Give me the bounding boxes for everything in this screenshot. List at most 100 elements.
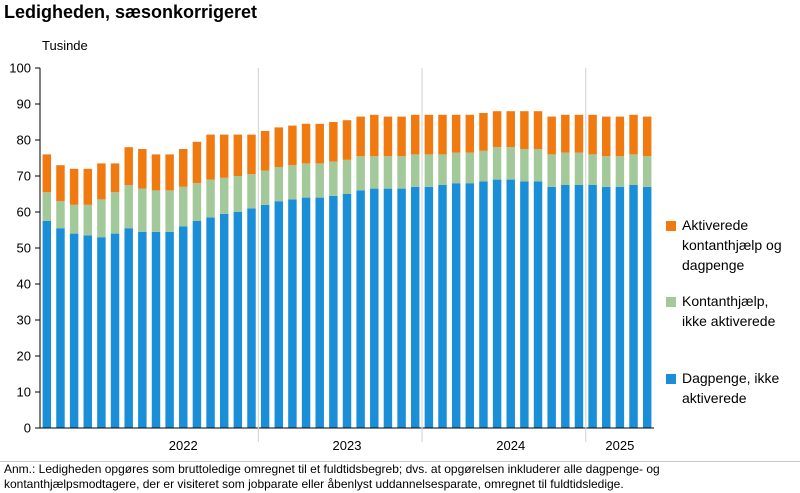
bar-segment-dagpenge (233, 212, 243, 428)
y-tick-label: 0 (24, 421, 31, 436)
bar-segment-aktiverede (247, 134, 256, 175)
bar-segment-dagpenge (574, 185, 584, 428)
bar-segment-kontanthjaelp (602, 156, 611, 187)
bar-segment-dagpenge (533, 181, 543, 428)
x-year-label: 2024 (496, 438, 525, 453)
bar-segment-dagpenge (56, 228, 65, 428)
bar-segment-dagpenge (383, 188, 393, 428)
bar-segment-aktiverede (56, 165, 65, 202)
bar-segment-dagpenge (629, 185, 638, 428)
bar-segment-dagpenge (451, 183, 461, 428)
bar-segment-aktiverede (206, 134, 215, 180)
bar-segment-kontanthjaelp (506, 147, 515, 180)
bar-segment-aktiverede (329, 122, 338, 162)
bar-segment-aktiverede (342, 120, 352, 160)
bar-segment-dagpenge (342, 194, 352, 428)
bar-segment-kontanthjaelp (615, 156, 625, 187)
x-axis-labels: 2022 2023 2024 2025 (169, 438, 635, 453)
bar-segment-aktiverede (260, 131, 270, 171)
bar-segment-aktiverede (301, 123, 311, 164)
y-tick-label: 70 (17, 169, 31, 184)
y-tick-label: 60 (17, 205, 31, 220)
bar-segment-kontanthjaelp (547, 154, 556, 187)
bar-segment-kontanthjaelp (642, 156, 652, 187)
bar-segment-aktiverede (138, 149, 147, 189)
bar-segment-dagpenge (602, 186, 611, 428)
bar-segment-aktiverede (165, 154, 174, 191)
bar-segment-dagpenge (410, 186, 420, 428)
bar-segment-dagpenge (110, 233, 120, 428)
bar-segment-kontanthjaelp (165, 190, 174, 232)
legend: Aktiverede kontanthjælp og dagpenge Kontant… (666, 217, 782, 406)
bar-segment-kontanthjaelp (492, 147, 502, 180)
bar-segment-aktiverede (547, 116, 556, 155)
bar-segment-aktiverede (574, 114, 584, 153)
y-tick-label: 100 (9, 61, 31, 76)
bar-segment-dagpenge (492, 179, 502, 428)
bar-segment-aktiverede (370, 114, 379, 157)
bar-segment-dagpenge (151, 231, 161, 428)
bar-segment-kontanthjaelp (42, 192, 52, 221)
bar-segment-kontanthjaelp (260, 170, 270, 205)
bar-segment-dagpenge (97, 237, 106, 428)
bar-segment-aktiverede (520, 111, 529, 149)
bar-segment-aktiverede (492, 111, 502, 148)
bar-segment-kontanthjaelp (97, 199, 106, 238)
bar-segment-dagpenge (260, 204, 270, 428)
bar-segment-kontanthjaelp (288, 165, 297, 200)
bar-segment-kontanthjaelp (301, 163, 311, 198)
legend-swatch (666, 297, 676, 307)
bar-segment-dagpenge (219, 213, 229, 428)
bar-segment-dagpenge (192, 221, 202, 428)
bar-segment-kontanthjaelp (561, 152, 570, 185)
bar-segment-dagpenge (588, 185, 597, 428)
bar-segment-aktiverede (69, 168, 79, 205)
bar-segment-dagpenge (465, 183, 475, 428)
bar-segment-aktiverede (179, 149, 188, 187)
bar-segment-dagpenge (301, 197, 311, 428)
bar-segment-dagpenge (561, 185, 570, 428)
bar-segment-aktiverede (151, 154, 161, 191)
bar-segment-aktiverede (192, 141, 202, 184)
bar-segment-dagpenge (506, 179, 515, 428)
bar-segment-kontanthjaelp (247, 174, 256, 209)
bar-segment-dagpenge (547, 186, 556, 428)
bar-segment-aktiverede (479, 113, 488, 151)
x-year-label: 2022 (169, 438, 198, 453)
bar-segment-aktiverede (233, 134, 243, 176)
bar-segment-kontanthjaelp (83, 204, 92, 236)
bar-segment-aktiverede (110, 163, 120, 193)
bar-segment-kontanthjaelp (138, 188, 147, 232)
y-tick-label: 80 (17, 133, 31, 148)
bar-segment-kontanthjaelp (233, 176, 243, 212)
bar-segment-kontanthjaelp (124, 185, 133, 229)
bar-segment-kontanthjaelp (397, 156, 406, 189)
bar-segment-aktiverede (97, 163, 106, 200)
bar-segment-kontanthjaelp (370, 156, 379, 189)
bar-segment-dagpenge (315, 197, 324, 428)
bar-segment-dagpenge (138, 231, 147, 428)
bar-segment-dagpenge (356, 190, 365, 428)
bar-segment-dagpenge (397, 188, 406, 428)
bar-segment-aktiverede (315, 123, 324, 164)
bar-segment-aktiverede (506, 111, 515, 148)
bar-segment-dagpenge (438, 185, 447, 428)
bar-segment-aktiverede (383, 116, 393, 157)
legend-swatch (666, 374, 676, 384)
bar-segment-aktiverede (533, 111, 543, 149)
y-tick-label: 20 (17, 349, 31, 364)
bar-segment-dagpenge (329, 195, 338, 428)
bar-segment-aktiverede (410, 114, 420, 155)
bar-segment-dagpenge (42, 221, 52, 428)
bar-segment-kontanthjaelp (410, 154, 420, 187)
y-tick-label: 90 (17, 97, 31, 112)
bar-segment-kontanthjaelp (206, 179, 215, 218)
bar-segment-aktiverede (124, 147, 133, 185)
y-axis-unit-label: Tusinde (42, 38, 88, 53)
bar-segment-kontanthjaelp (356, 156, 365, 191)
bar-segment-aktiverede (288, 125, 297, 166)
bar-segment-dagpenge (288, 199, 297, 428)
bar-segment-kontanthjaelp (465, 152, 475, 184)
bar-segment-dagpenge (615, 186, 625, 428)
bar-segment-aktiverede (424, 114, 434, 155)
